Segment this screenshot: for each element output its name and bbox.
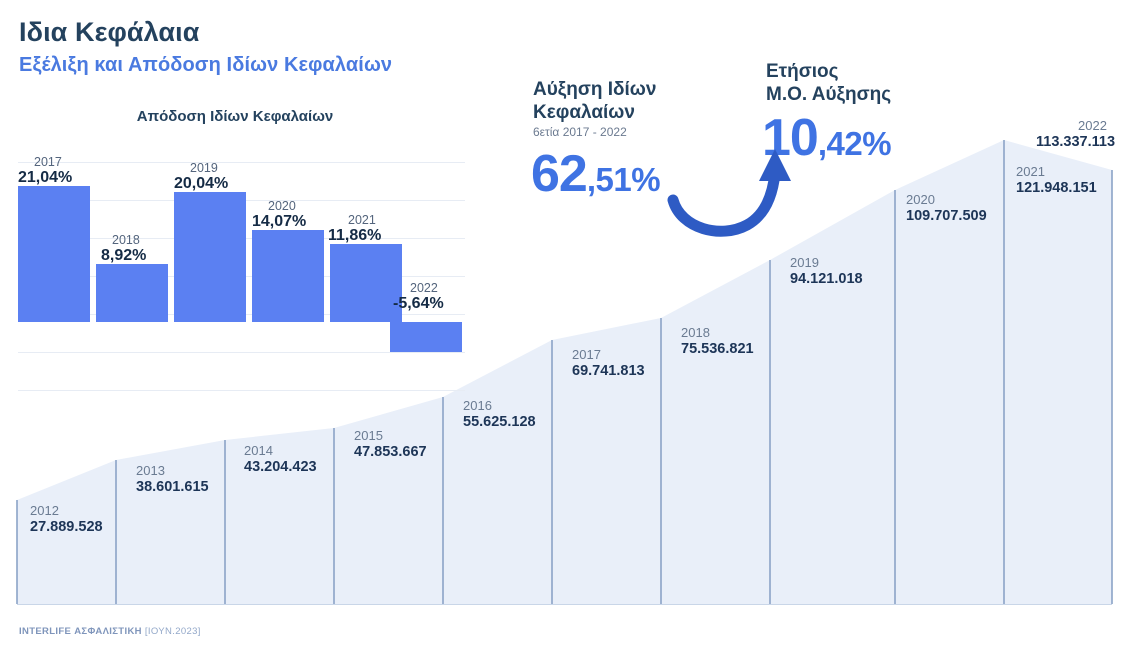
area-label-value-2013: 38.601.615 xyxy=(136,479,209,495)
bar-label-value-2019: 20,04% xyxy=(174,175,229,192)
area-label-year-2018: 2018 xyxy=(681,325,710,340)
area-label-year-2017: 2017 xyxy=(572,347,601,362)
area-label-year-2020: 2020 xyxy=(906,192,935,207)
bar-2017[interactable] xyxy=(18,186,90,322)
area-fill xyxy=(17,140,1112,604)
bar-label-value-2022: -5,64% xyxy=(393,295,444,312)
area-label-year-2019: 2019 xyxy=(790,255,819,270)
callout-annual-average-value-minor: ,42% xyxy=(817,125,892,162)
callout-total-growth-heading: Αύξηση Ιδίων Κεφαλαίων xyxy=(533,79,657,123)
area-label-year-2014: 2014 xyxy=(244,443,273,458)
bar-label-year-2018: 2018 xyxy=(112,233,140,247)
area-label-year-2022: 2022 xyxy=(1078,118,1107,133)
area-label-year-2012: 2012 xyxy=(30,503,59,518)
page-subtitle: Εξέλιξη και Απόδοση Ιδίων Κεφαλαίων xyxy=(19,54,393,76)
bar-2018[interactable] xyxy=(96,264,168,322)
area-label-value-2016: 55.625.128 xyxy=(463,414,536,430)
callout-total-growth-value-minor: ,51% xyxy=(586,161,661,198)
callout-total-growth-value: 62,51% xyxy=(531,145,661,203)
bar-gridline xyxy=(18,390,465,391)
bar-2019[interactable] xyxy=(174,192,246,322)
callout-total-growth-value-major: 62 xyxy=(531,145,588,203)
area-label-value-2020: 109.707.509 xyxy=(906,208,987,224)
area-dividers xyxy=(16,140,1113,604)
callout-total-growth-subheading: 6ετία 2017 - 2022 xyxy=(533,125,627,139)
bar-chart-panel: Απόδοση Ιδίων Κεφαλαίων 2017 21,04% 2018… xyxy=(0,100,500,391)
area-label-year-2021: 2021 xyxy=(1016,164,1045,179)
area-label-value-2019: 94.121.018 xyxy=(790,271,863,287)
area-label-year-2013: 2013 xyxy=(136,463,165,478)
bar-gridline xyxy=(18,352,465,353)
callout-annual-average-value-major: 10 xyxy=(762,109,819,167)
area-label-value-2017: 69.741.813 xyxy=(572,363,645,379)
bar-label-year-2021: 2021 xyxy=(348,213,376,227)
bar-2020[interactable] xyxy=(252,230,324,322)
bar-2021[interactable] xyxy=(330,244,402,322)
bar-label-value-2017: 21,04% xyxy=(18,169,73,186)
page-title: Ιδια Κεφάλαια xyxy=(19,17,200,47)
bar-label-year-2019: 2019 xyxy=(190,161,218,175)
bar-chart-title: Απόδοση Ιδίων Κεφαλαίων xyxy=(136,108,334,125)
bar-label-year-2020: 2020 xyxy=(268,199,296,213)
bar-label-year-2022: 2022 xyxy=(410,281,438,295)
area-label-year-2015: 2015 xyxy=(354,428,383,443)
area-label-value-2015: 47.853.667 xyxy=(354,444,427,460)
bar-label-value-2021: 11,86% xyxy=(328,227,382,244)
area-label-value-2014: 43.204.423 xyxy=(244,459,317,475)
footer-date: [ΙΟΥΝ.2023] xyxy=(144,626,201,637)
area-label-value-2021: 121.948.151 xyxy=(1016,180,1097,196)
area-label-value-2022: 113.337.113 xyxy=(1036,134,1116,150)
footer-company: INTERLIFE ΑΣΦΑΛΙΣΤΙΚΗ xyxy=(19,626,142,637)
bar-label-value-2020: 14,07% xyxy=(252,213,307,230)
bar-gridline xyxy=(18,162,465,163)
footer: INTERLIFE ΑΣΦΑΛΙΣΤΙΚΗ [ΙΟΥΝ.2023] xyxy=(19,626,201,637)
curved-arrow-icon xyxy=(667,149,791,237)
bar-label-year-2017: 2017 xyxy=(34,155,62,169)
bar-2022[interactable] xyxy=(390,322,462,352)
area-label-year-2016: 2016 xyxy=(463,398,492,413)
callout-annual-average-value: 10,42% xyxy=(762,109,892,167)
area-label-value-2012: 27.889.528 xyxy=(30,519,103,535)
callout-annual-average-heading: Ετήσιος Μ.Ο. Αύξησης xyxy=(766,61,892,105)
bar-label-value-2018: 8,92% xyxy=(101,247,147,264)
area-label-value-2018: 75.536.821 xyxy=(681,341,754,357)
